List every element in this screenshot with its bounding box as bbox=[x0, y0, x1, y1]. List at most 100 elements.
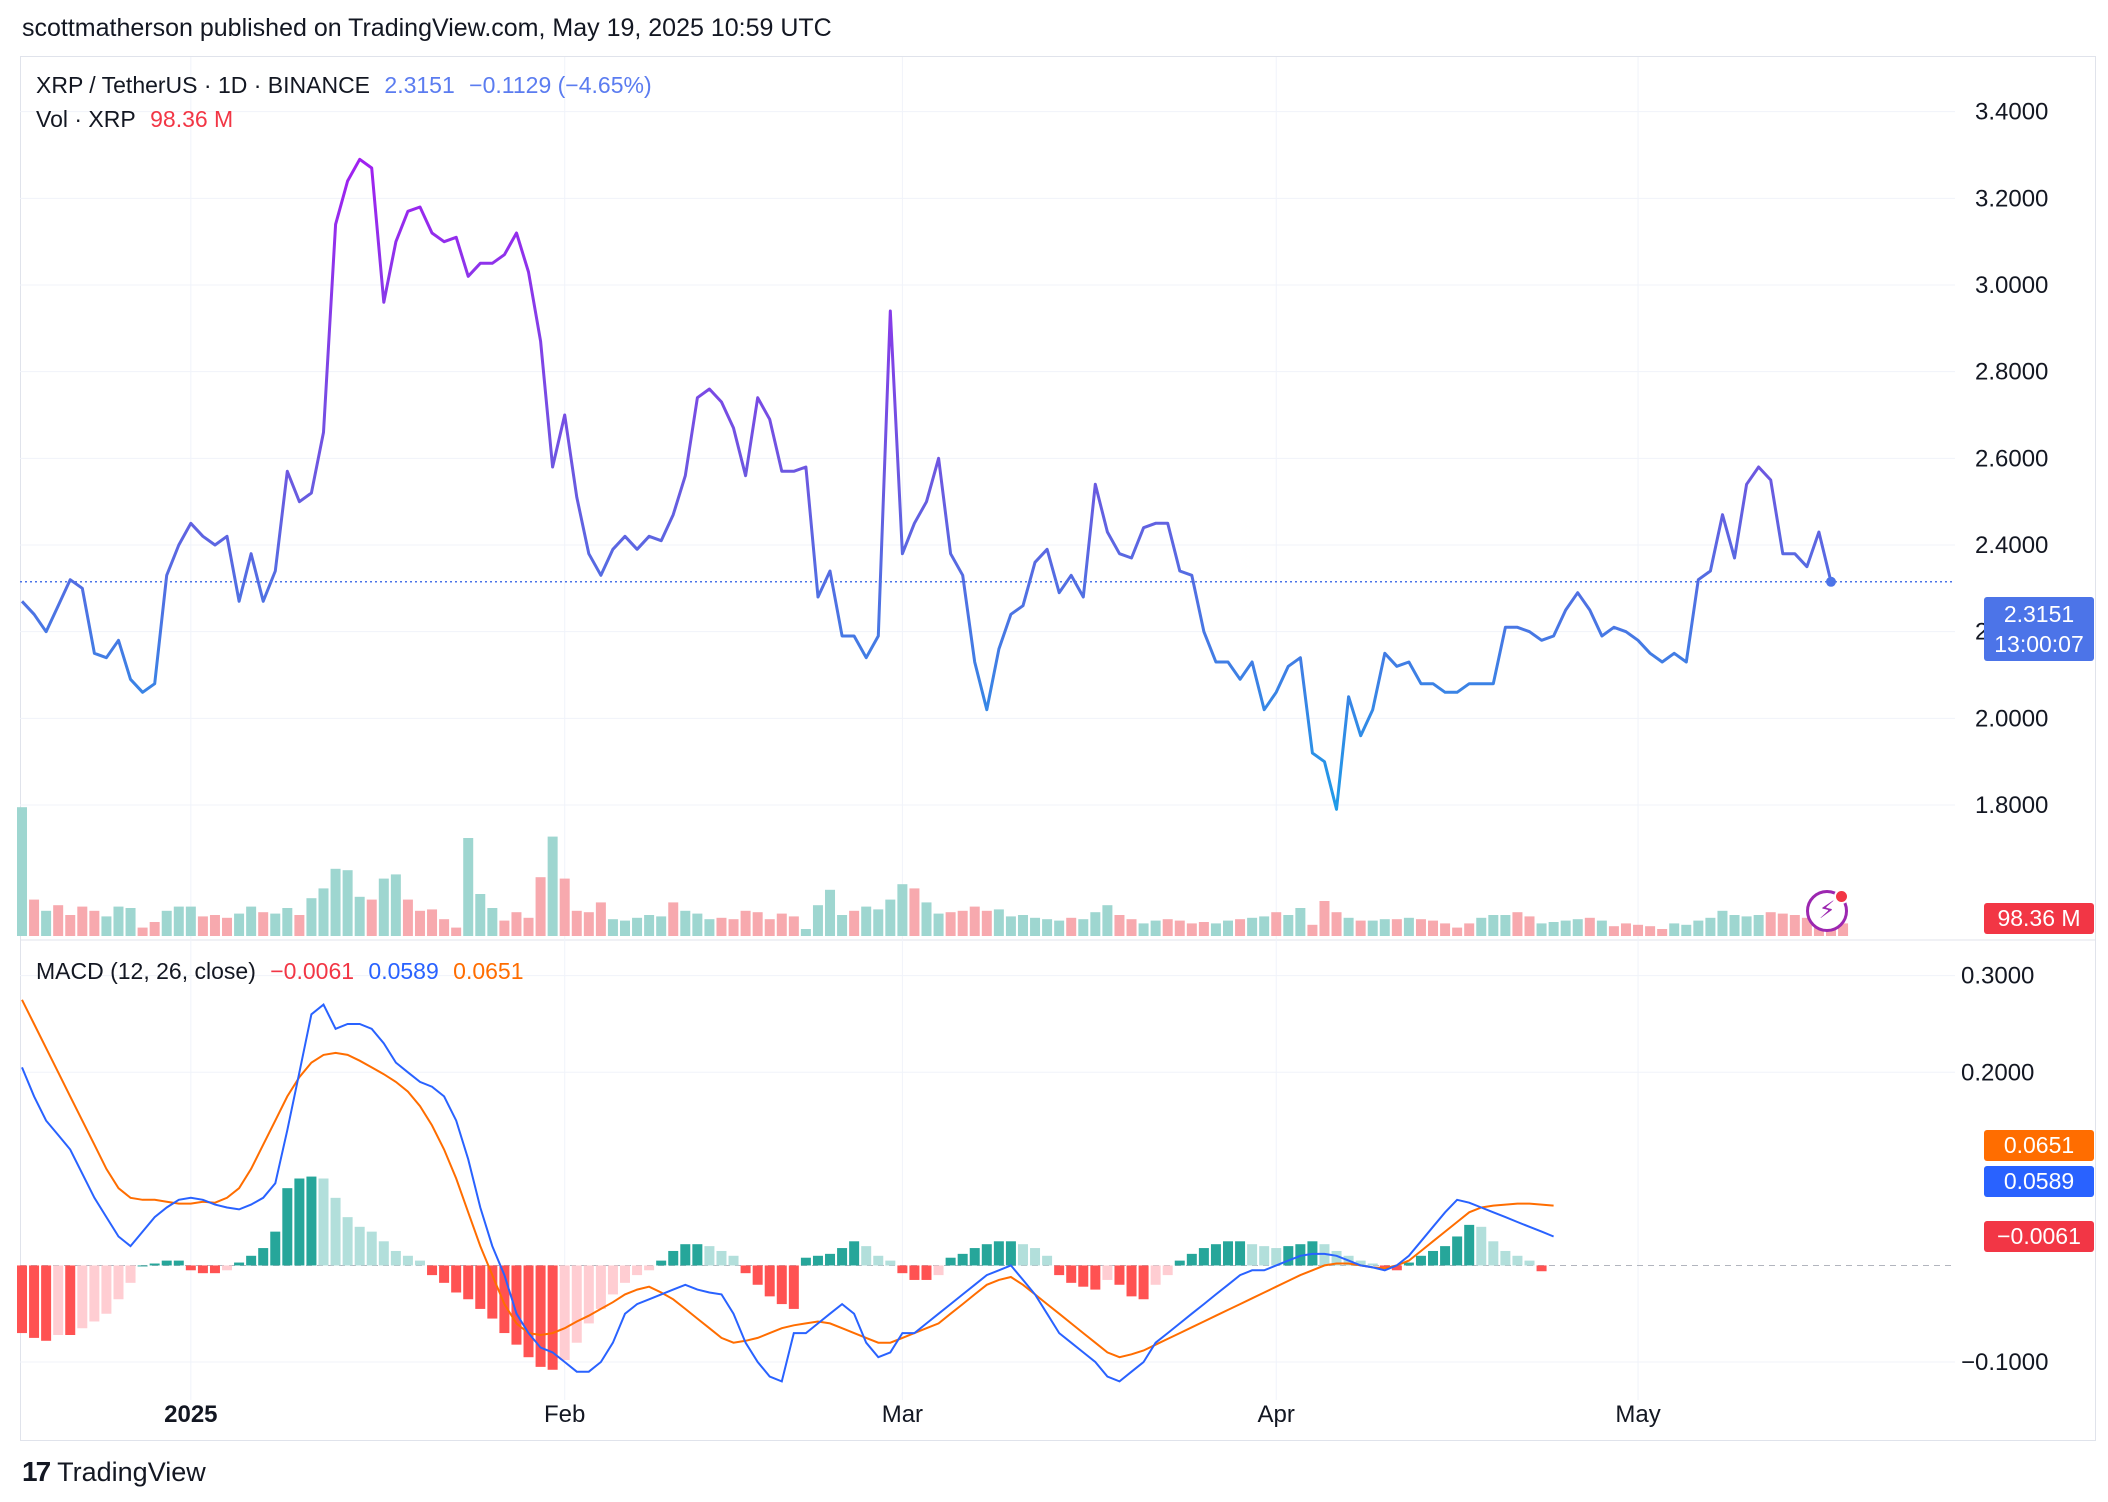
macd-histogram-bar bbox=[427, 1265, 438, 1276]
macd-histogram-bar bbox=[993, 1241, 1004, 1266]
signal-line[interactable] bbox=[21, 999, 1554, 1359]
macd-histogram-bar bbox=[1355, 1260, 1366, 1266]
publisher-line: scottmatherson published on TradingView.… bbox=[22, 14, 832, 42]
symbol-label[interactable]: XRP / TetherUS · 1D · BINANCE bbox=[36, 72, 371, 98]
volume-bar bbox=[644, 915, 655, 936]
price-badge-value: 2.3151 bbox=[2003, 601, 2075, 627]
volume-bar bbox=[209, 915, 220, 936]
volume-bar bbox=[113, 906, 124, 936]
volume-bar bbox=[1500, 915, 1511, 936]
macd-histogram-bar bbox=[113, 1265, 124, 1300]
brand-name: TradingView bbox=[57, 1456, 206, 1487]
volume-bar bbox=[1078, 919, 1089, 936]
macd-histogram-bar bbox=[692, 1244, 703, 1266]
volume-bar bbox=[101, 916, 112, 936]
macd-histogram-bar bbox=[1488, 1241, 1499, 1266]
macd-histogram-bar bbox=[897, 1265, 908, 1274]
macd-histogram-bar bbox=[1066, 1265, 1077, 1283]
volume-bar bbox=[1645, 926, 1656, 936]
volume-bar bbox=[1102, 905, 1113, 936]
volume-bar bbox=[1705, 917, 1716, 936]
macd-histogram-bar bbox=[125, 1265, 136, 1283]
volume-bar bbox=[1608, 926, 1619, 936]
macd-histogram-bar bbox=[1379, 1265, 1390, 1268]
volume-bar bbox=[933, 913, 944, 936]
macd-histogram-bar bbox=[1367, 1263, 1378, 1266]
macd-histogram-bar bbox=[149, 1263, 160, 1266]
volume-bar bbox=[439, 919, 450, 936]
macd-histogram-bar bbox=[294, 1178, 305, 1266]
volume-bar bbox=[1633, 924, 1644, 936]
hist-badge: −0.0061 bbox=[1984, 1221, 2094, 1252]
macd-histogram-bar bbox=[1210, 1244, 1221, 1266]
volume-bar bbox=[800, 929, 811, 936]
brand[interactable]: 17 TradingView bbox=[22, 1456, 206, 1488]
macd-histogram-bar bbox=[1271, 1248, 1282, 1266]
volume-bar bbox=[656, 916, 667, 936]
current-price-dot bbox=[1826, 576, 1836, 587]
macd-histogram-bar bbox=[1090, 1265, 1101, 1290]
macd-histogram-bar bbox=[837, 1248, 848, 1266]
macd-histogram-bar bbox=[1054, 1265, 1065, 1276]
chart-frame[interactable] bbox=[20, 56, 2096, 1441]
macd-histogram-bar bbox=[282, 1188, 293, 1266]
macd-histogram-bar bbox=[41, 1265, 52, 1341]
volume-bar bbox=[1066, 917, 1077, 936]
volume-bar bbox=[523, 917, 534, 936]
volume-bar bbox=[1331, 912, 1342, 936]
volume-bar bbox=[1428, 920, 1439, 936]
volume-bar bbox=[1584, 917, 1595, 936]
volume-bar bbox=[1198, 922, 1209, 936]
macd-histogram-bar bbox=[354, 1226, 365, 1266]
macd-histogram-bar bbox=[812, 1255, 823, 1266]
macd-histogram-bar bbox=[402, 1255, 413, 1266]
macd-histogram-bar bbox=[1126, 1265, 1137, 1297]
volume-bar bbox=[1307, 924, 1318, 936]
volume-label[interactable]: Vol · XRP bbox=[36, 106, 136, 132]
volume-bar bbox=[788, 916, 799, 936]
macd-histogram-bar bbox=[511, 1265, 522, 1345]
volume-bar bbox=[342, 870, 353, 936]
volume-bar bbox=[1042, 919, 1053, 936]
volume-bar bbox=[1415, 919, 1426, 936]
macd-histogram-bar bbox=[571, 1265, 582, 1343]
x-tick-label: Mar bbox=[882, 1401, 923, 1428]
volume-bar bbox=[1223, 920, 1233, 936]
macd-histogram-bar bbox=[885, 1260, 896, 1266]
macd-line[interactable] bbox=[21, 1003, 1554, 1383]
macd-histogram-bar bbox=[137, 1265, 148, 1267]
macd-histogram-bar bbox=[1512, 1255, 1523, 1266]
macd-histogram-bar bbox=[1030, 1248, 1041, 1266]
tradingview-logo-icon: 17 bbox=[22, 1456, 51, 1487]
macd-histogram-bar bbox=[969, 1248, 980, 1266]
macd-histogram-bar bbox=[258, 1248, 269, 1266]
macd-histogram-bar bbox=[1331, 1250, 1342, 1266]
flash-icon[interactable]: ⚡ bbox=[1806, 889, 1849, 932]
volume-bar bbox=[981, 910, 992, 936]
macd-histogram-bar bbox=[559, 1265, 570, 1361]
price-line[interactable] bbox=[20, 157, 1833, 811]
macd-tick-label: −0.1000 bbox=[1961, 1349, 2048, 1376]
macd-histogram-bar bbox=[1440, 1246, 1451, 1266]
x-tick-label: May bbox=[1615, 1401, 1660, 1428]
price-tick-label: 2.6000 bbox=[1975, 445, 2048, 472]
volume-bar bbox=[1789, 915, 1800, 936]
volume-bar bbox=[1090, 912, 1101, 936]
macd-label[interactable]: MACD (12, 26, close) bbox=[36, 958, 256, 984]
signal-badge: 0.0651 bbox=[1984, 1130, 2094, 1161]
macd-histogram-bar bbox=[825, 1253, 836, 1266]
macd-histogram-bar bbox=[921, 1265, 932, 1280]
volume-bar bbox=[716, 917, 727, 936]
volume-bar bbox=[487, 908, 498, 936]
macd-histogram-bar bbox=[776, 1265, 787, 1305]
price-tick-label: 3.4000 bbox=[1975, 99, 2048, 126]
macd-histogram-bar bbox=[728, 1255, 739, 1266]
macd-histogram-bar bbox=[439, 1265, 450, 1283]
macd-histogram-bar bbox=[1415, 1255, 1426, 1266]
price-tick-label: 2.4000 bbox=[1975, 532, 2048, 559]
macd-histogram-bar bbox=[861, 1246, 872, 1266]
macd-tick-label: 0.3000 bbox=[1961, 963, 2034, 990]
macd-histogram-bar bbox=[378, 1241, 389, 1266]
volume-bar bbox=[812, 905, 823, 936]
